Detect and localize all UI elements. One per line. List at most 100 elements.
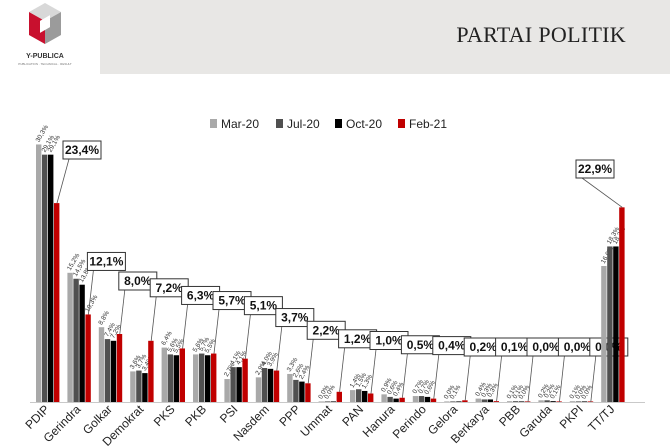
- logo-tagline: PUBLICATION · TECHNICAL · RESULT: [18, 62, 72, 66]
- callout-value: 23,4%: [65, 143, 99, 157]
- bar: [550, 401, 556, 402]
- bar: [450, 401, 456, 402]
- bar: [42, 154, 48, 402]
- bar: [493, 401, 499, 402]
- page-title: PARTAI POLITIK: [456, 22, 626, 47]
- callout-leader-line: [496, 355, 502, 402]
- bar: [130, 371, 136, 402]
- bar: [224, 379, 230, 402]
- legend-swatch: [276, 119, 283, 128]
- bar: [350, 390, 356, 402]
- category-label: PKPI: [557, 402, 586, 431]
- callout-leader-line: [527, 355, 534, 403]
- bar: [513, 401, 519, 402]
- bar: [230, 367, 236, 402]
- bar: [236, 367, 242, 402]
- legend-swatch: [398, 119, 405, 128]
- legend-label: Jul-20: [287, 117, 320, 131]
- callout-value: 0,1%: [501, 340, 529, 354]
- bar: [98, 327, 105, 402]
- bar: [538, 400, 544, 402]
- bar: [581, 401, 588, 402]
- category-label: TT/TJ: [585, 402, 617, 434]
- bar: [613, 246, 619, 402]
- bar: [430, 398, 437, 402]
- bar: [575, 401, 582, 402]
- legend-label: Oct-20: [346, 117, 382, 131]
- callout-value: 5,1%: [250, 299, 278, 313]
- logo: Y-PUBLICA PUBLICATION · TECHNICAL · RESU…: [0, 0, 100, 74]
- bar: [387, 396, 393, 402]
- bar: [293, 379, 299, 402]
- bar: [54, 203, 60, 402]
- bar: [116, 334, 123, 402]
- bar: [324, 401, 330, 402]
- category-label: PPP: [276, 402, 303, 429]
- bar: [336, 391, 342, 402]
- bar: [462, 400, 468, 402]
- bar: [456, 401, 462, 402]
- callout-box: [62, 140, 102, 160]
- callout-leader-line: [590, 355, 597, 403]
- bar: [475, 398, 481, 402]
- callout-box: [86, 251, 126, 271]
- category-label: Garuda: [516, 402, 554, 440]
- legend-label: Feb-21: [409, 117, 447, 131]
- bar: [368, 393, 374, 402]
- callout-value: 1,2%: [344, 332, 372, 346]
- bar: [261, 368, 268, 402]
- bar: [356, 389, 362, 402]
- logo-brand-text: Y-PUBLICA: [26, 53, 64, 60]
- bar: [619, 207, 625, 402]
- callout-box: [275, 308, 315, 328]
- y-publica-logo-icon: [29, 3, 61, 44]
- bar: [305, 383, 311, 402]
- callout-value: 0,0%: [532, 340, 560, 354]
- callout-leader-line: [559, 355, 565, 403]
- bar: [330, 401, 336, 402]
- bar-value-label: 10,3%: [84, 294, 99, 314]
- category-label: PKB: [182, 402, 209, 429]
- bar: [136, 370, 142, 402]
- bar: [104, 339, 111, 402]
- callout-box: [575, 159, 615, 179]
- callout-leader-line: [245, 314, 251, 359]
- category-label: Perindo: [390, 402, 429, 441]
- bar: [267, 368, 274, 402]
- callout-leader-line: [370, 349, 377, 394]
- bar: [287, 373, 293, 402]
- bar: [601, 266, 607, 402]
- callout-leader-line: [581, 177, 623, 208]
- bar: [362, 390, 368, 402]
- callout-leader-line: [150, 296, 157, 341]
- legend-swatch: [335, 119, 342, 128]
- legend-swatch: [210, 119, 217, 128]
- header-bar: Y-PUBLICA PUBLICATION · TECHNICAL · RESU…: [0, 0, 670, 74]
- bar: [255, 377, 262, 402]
- bar: [299, 381, 305, 402]
- callout-value: 2,2%: [313, 323, 341, 337]
- callout-box: [243, 296, 283, 316]
- callout-leader-line: [88, 270, 94, 315]
- bar: [569, 401, 576, 402]
- bar: [273, 370, 280, 402]
- category-label: PKS: [151, 402, 178, 429]
- callout-value: 1,0%: [375, 334, 403, 348]
- category-label: PSI: [217, 402, 241, 426]
- bar: [481, 399, 487, 402]
- legend-label: Mar-20: [221, 117, 259, 131]
- bar: [167, 354, 173, 402]
- bar: [73, 278, 79, 402]
- callout-value: 0,2%: [470, 340, 498, 354]
- callout-leader-line: [402, 353, 408, 398]
- callout-value: 6,3%: [187, 288, 215, 302]
- bar: [444, 401, 450, 402]
- callout-leader-line: [464, 355, 471, 401]
- bar: [544, 400, 550, 402]
- category-label: Ummat: [297, 402, 335, 440]
- bar: [424, 396, 431, 402]
- bar: [393, 398, 399, 402]
- callout-leader-line: [307, 339, 314, 384]
- bar: [507, 401, 513, 402]
